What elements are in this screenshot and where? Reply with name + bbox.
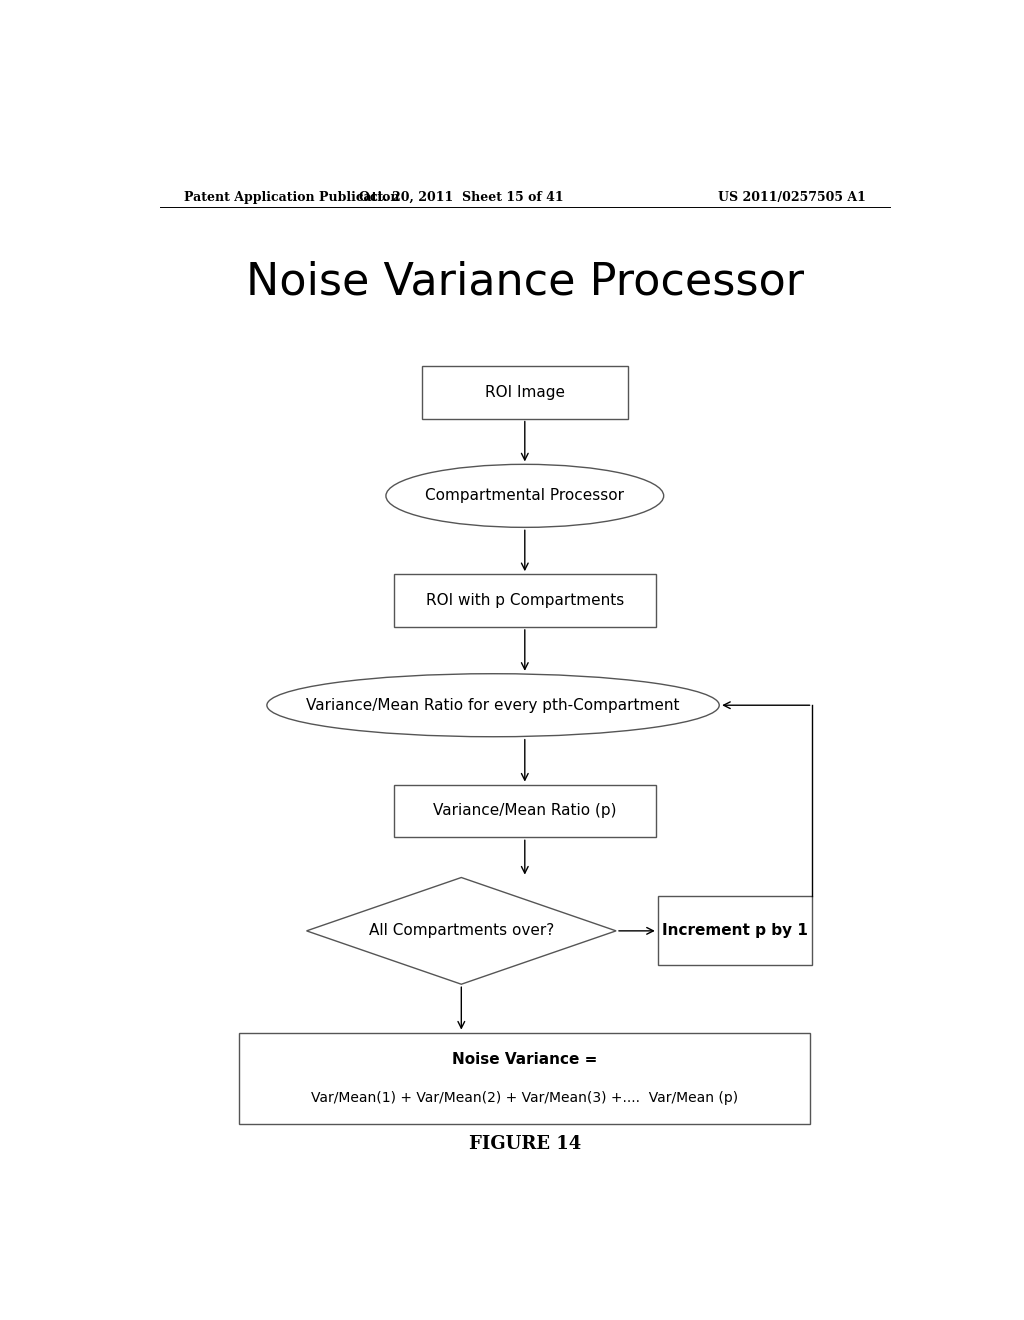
Text: Variance/Mean Ratio for every pth-Compartment: Variance/Mean Ratio for every pth-Compar…: [306, 698, 680, 713]
FancyBboxPatch shape: [240, 1032, 811, 1125]
Text: US 2011/0257505 A1: US 2011/0257505 A1: [718, 190, 866, 203]
Text: Oct. 20, 2011  Sheet 15 of 41: Oct. 20, 2011 Sheet 15 of 41: [359, 190, 563, 203]
Text: Variance/Mean Ratio (p): Variance/Mean Ratio (p): [433, 804, 616, 818]
Text: ROI with p Compartments: ROI with p Compartments: [426, 593, 624, 609]
Ellipse shape: [267, 673, 719, 737]
FancyBboxPatch shape: [394, 784, 655, 837]
Ellipse shape: [386, 465, 664, 528]
Text: Var/Mean(1) + Var/Mean(2) + Var/Mean(3) +....  Var/Mean (p): Var/Mean(1) + Var/Mean(2) + Var/Mean(3) …: [311, 1092, 738, 1105]
Text: FIGURE 14: FIGURE 14: [469, 1135, 581, 1154]
Polygon shape: [306, 878, 616, 985]
FancyBboxPatch shape: [422, 366, 628, 418]
Text: ROI Image: ROI Image: [484, 384, 565, 400]
FancyBboxPatch shape: [394, 574, 655, 627]
Text: Patent Application Publication: Patent Application Publication: [183, 190, 399, 203]
Text: Compartmental Processor: Compartmental Processor: [425, 488, 625, 503]
Text: All Compartments over?: All Compartments over?: [369, 924, 554, 939]
Text: Noise Variance =: Noise Variance =: [453, 1052, 597, 1068]
FancyBboxPatch shape: [657, 896, 812, 965]
Text: Noise Variance Processor: Noise Variance Processor: [246, 261, 804, 304]
Text: Increment p by 1: Increment p by 1: [663, 924, 808, 939]
